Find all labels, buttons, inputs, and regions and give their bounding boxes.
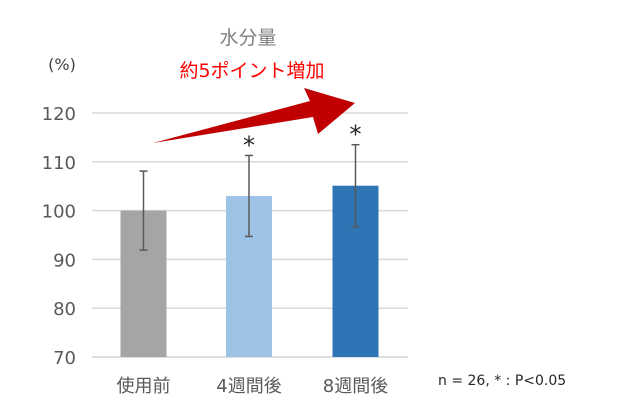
significance-mark: *	[243, 131, 255, 159]
chart-subtitle: 約5ポイント増加	[179, 60, 324, 82]
significance-mark: *	[350, 121, 362, 149]
chart-title: 水分量	[219, 27, 276, 49]
y-tick-label: 90	[53, 250, 76, 271]
y-tick-label: 100	[42, 202, 76, 223]
y-axis-label: (%)	[48, 55, 76, 74]
footnote: n = 26, * : P<0.05	[438, 373, 566, 389]
trend-arrow	[153, 88, 355, 143]
x-category-label: 8週間後	[323, 376, 388, 397]
y-tick-label: 70	[53, 348, 76, 369]
y-tick-label: 80	[53, 299, 76, 320]
x-category-label: 使用前	[117, 376, 171, 397]
y-tick-label: 110	[42, 153, 76, 174]
x-category-label: 4週間後	[216, 376, 281, 397]
y-tick-label: 120	[42, 104, 76, 125]
